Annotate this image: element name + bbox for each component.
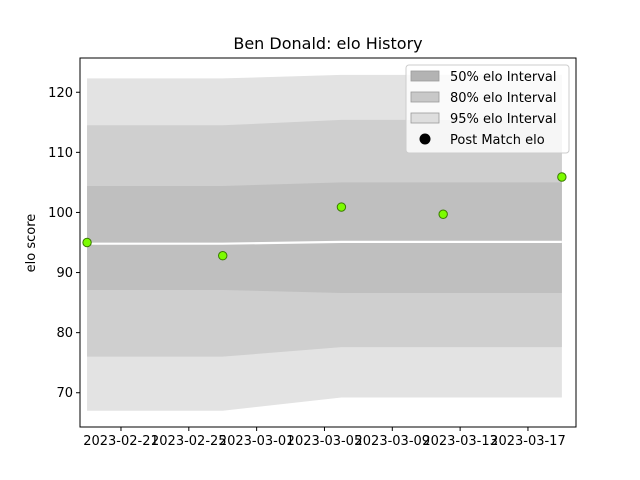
post-match-point <box>82 237 92 248</box>
x-tick-label: 2023-03-05 <box>287 434 363 449</box>
post-match-point <box>336 202 347 212</box>
legend-label: 80% elo Interval <box>450 91 557 106</box>
y-axis-label: elo score <box>24 214 39 273</box>
legend-label: 95% elo Interval <box>450 112 557 127</box>
center-line <box>87 240 562 245</box>
post-match-point <box>557 172 567 182</box>
legend-label: Post Match elo <box>450 133 545 148</box>
x-tick-label: 2023-03-01 <box>219 434 295 449</box>
band-2 <box>87 182 562 293</box>
x-tick-label: 2023-02-21 <box>83 434 159 449</box>
legend-swatch <box>410 91 440 103</box>
y-tick-label: 80 <box>56 326 73 341</box>
x-tick-label: 2023-02-25 <box>151 434 227 449</box>
legend: 50% elo Interval 80% elo Interval 95% elo … <box>405 64 570 154</box>
x-tick-label: 2023-03-13 <box>422 434 498 449</box>
y-tick-label: 90 <box>56 266 73 281</box>
legend-swatch <box>410 112 440 124</box>
post-match-point <box>218 251 228 261</box>
chart-title: Ben Donald: elo History <box>233 34 422 53</box>
y-tick-label: 100 <box>48 206 73 221</box>
plot-area <box>82 74 567 411</box>
post-match-point <box>438 209 448 219</box>
legend-box <box>405 64 570 154</box>
axes: 7080901001101202023-02-212023-02-252023-… <box>48 86 566 449</box>
legend-label: 50% elo Interval <box>450 70 557 85</box>
plot-frame <box>79 57 577 428</box>
x-tick-label: 2023-03-17 <box>490 434 566 449</box>
x-tick-label: 2023-03-09 <box>355 434 431 449</box>
y-tick-label: 110 <box>48 146 73 161</box>
legend-marker <box>419 133 431 145</box>
legend-swatch <box>410 70 440 82</box>
y-tick-label: 70 <box>56 386 73 401</box>
y-tick-label: 120 <box>48 86 73 101</box>
